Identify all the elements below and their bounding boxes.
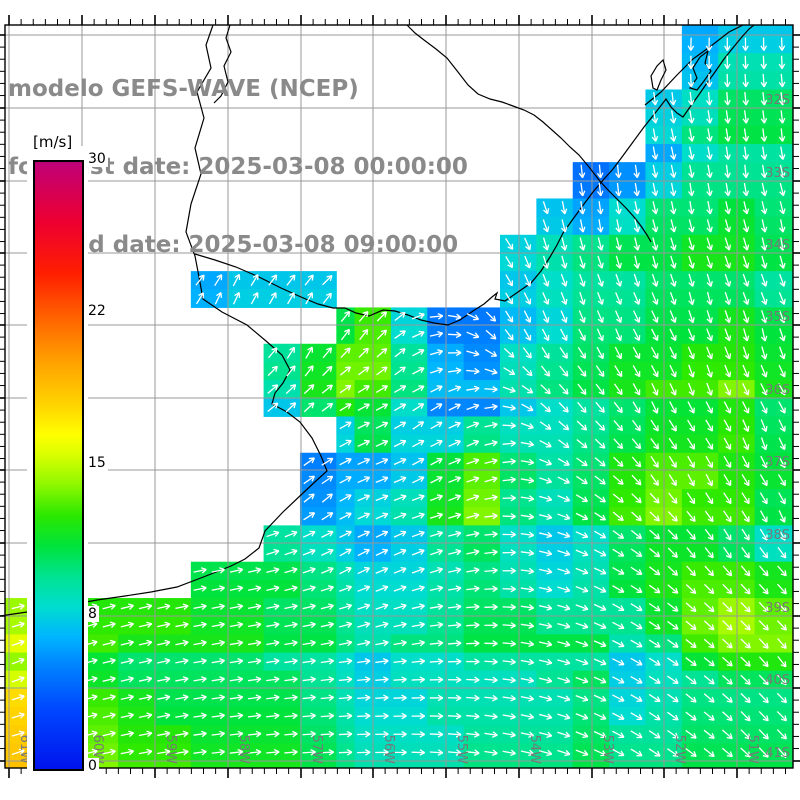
lat-label: 41S (765, 746, 790, 761)
lon-label: 56W (381, 735, 396, 765)
lat-label: 32S (765, 93, 790, 108)
lat-label: 37S (765, 455, 790, 470)
colorbar-tick-label: 0 (86, 758, 99, 774)
lon-label: 58W (236, 735, 251, 765)
lat-label: 34S (765, 238, 790, 253)
colorbar-tick-label: 8 (86, 606, 99, 623)
lon-label: 60W (90, 735, 105, 765)
axis-labels: 61W 60W 59W 58W 57W 56W 55W 54W 53W 52W 51W32S33S3… (17, 93, 790, 764)
lat-label: 36S (765, 383, 790, 398)
lon-label: 53W (600, 735, 615, 765)
lat-label: 39S (765, 601, 790, 616)
lat-label: 38S (765, 528, 790, 543)
valid-date: valid date: 2025-03-08 09:00:00 (42, 232, 459, 258)
coastline (0, 24, 755, 617)
lat-label: 33S (765, 166, 790, 181)
map-border-and-ticks (0, 15, 800, 778)
colorbar (33, 160, 84, 771)
model-title: modelo GEFS-WAVE (NCEP) (8, 76, 359, 102)
lon-label: 57W (309, 735, 324, 765)
title-block: modelo GEFS-WAVE (NCEP) forecast date: 2… (8, 24, 468, 310)
lon-label: 55W (454, 735, 469, 765)
lon-label: 59W (163, 735, 178, 765)
colorbar-unit-label: [m/s] (31, 133, 75, 151)
lon-label: 52W (672, 735, 687, 765)
lon-label: 54W (527, 735, 542, 765)
colorbar-tick-label: 30 (86, 151, 108, 167)
colorbar-tick-label: 15 (86, 454, 108, 471)
lat-label: 35S (765, 310, 790, 325)
lat-label: 40S (765, 673, 790, 688)
colorbar-tick-label: 22 (86, 302, 108, 319)
graticule-lines (5, 25, 793, 768)
lon-label: 51W (745, 735, 760, 765)
